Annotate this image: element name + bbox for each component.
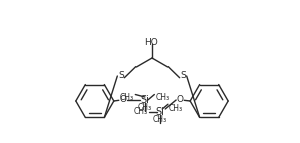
Text: S: S: [118, 72, 124, 81]
Text: S: S: [180, 72, 186, 81]
Text: Si: Si: [156, 107, 165, 117]
Text: CH₃: CH₃: [119, 94, 134, 103]
Text: O: O: [119, 96, 126, 105]
Text: HO: HO: [144, 38, 158, 47]
Text: CH₃: CH₃: [138, 103, 152, 112]
Text: CH₃: CH₃: [156, 94, 170, 103]
Text: CH₃: CH₃: [169, 104, 183, 113]
Text: CH₃: CH₃: [134, 108, 148, 117]
Text: CH₃: CH₃: [153, 115, 167, 124]
Text: Si: Si: [140, 95, 149, 105]
Text: O: O: [177, 96, 184, 105]
